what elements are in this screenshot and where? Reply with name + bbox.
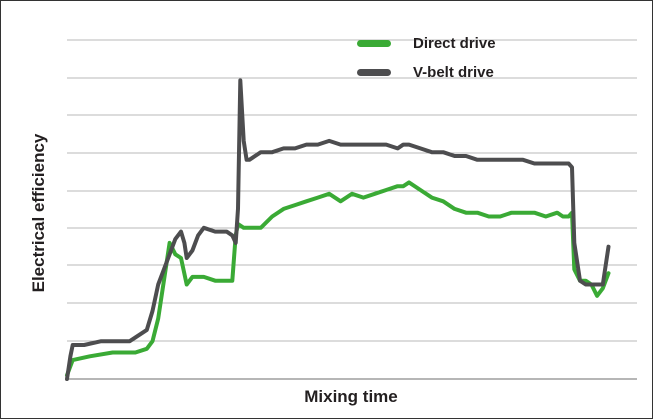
series-lines [65,78,611,381]
series-line-v-belt-drive [65,78,611,381]
legend-swatch-direct-drive [357,39,391,47]
series-line-direct-drive [65,180,611,378]
y-axis-label: Electrical efficiency [29,133,48,293]
legend-swatch-v-belt-drive [357,68,391,76]
legend-item-direct-drive: Direct drive [357,32,496,54]
legend-item-v-belt-drive: V-belt drive [357,61,494,83]
legend-label-v-belt-drive: V-belt drive [413,63,494,81]
x-axis-label: Mixing time [304,387,398,406]
gridlines [67,39,637,342]
legend-label-direct-drive: Direct drive [413,34,496,52]
